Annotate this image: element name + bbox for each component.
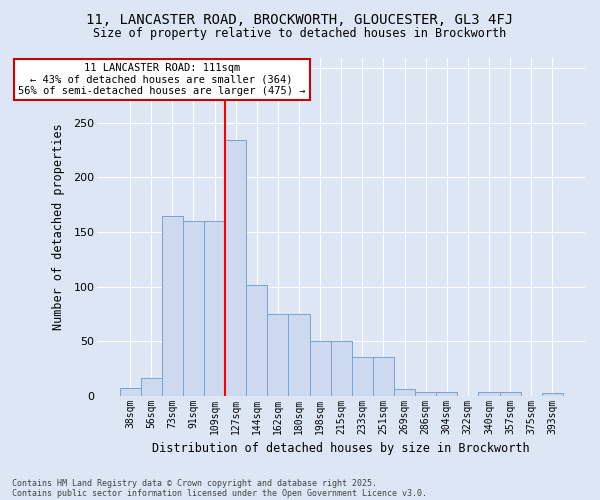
Bar: [394, 389, 415, 396]
Bar: [140, 378, 162, 396]
Bar: [267, 314, 289, 396]
Y-axis label: Number of detached properties: Number of detached properties: [52, 124, 65, 330]
Bar: [436, 392, 457, 396]
Bar: [204, 221, 225, 396]
Bar: [225, 140, 246, 396]
Bar: [119, 388, 140, 396]
Bar: [478, 392, 500, 396]
Bar: [310, 341, 331, 396]
Bar: [352, 358, 373, 396]
Bar: [415, 392, 436, 396]
Text: Size of property relative to detached houses in Brockworth: Size of property relative to detached ho…: [94, 28, 506, 40]
Bar: [183, 221, 204, 396]
X-axis label: Distribution of detached houses by size in Brockworth: Distribution of detached houses by size …: [152, 442, 530, 455]
Bar: [289, 314, 310, 396]
Bar: [246, 286, 267, 396]
Text: 11 LANCASTER ROAD: 111sqm
← 43% of detached houses are smaller (364)
56% of semi: 11 LANCASTER ROAD: 111sqm ← 43% of detac…: [18, 63, 305, 96]
Bar: [331, 341, 352, 396]
Bar: [542, 394, 563, 396]
Text: 11, LANCASTER ROAD, BROCKWORTH, GLOUCESTER, GL3 4FJ: 11, LANCASTER ROAD, BROCKWORTH, GLOUCEST…: [86, 12, 514, 26]
Bar: [500, 392, 521, 396]
Text: Contains public sector information licensed under the Open Government Licence v3: Contains public sector information licen…: [12, 488, 427, 498]
Bar: [162, 216, 183, 396]
Text: Contains HM Land Registry data © Crown copyright and database right 2025.: Contains HM Land Registry data © Crown c…: [12, 478, 377, 488]
Bar: [373, 358, 394, 396]
